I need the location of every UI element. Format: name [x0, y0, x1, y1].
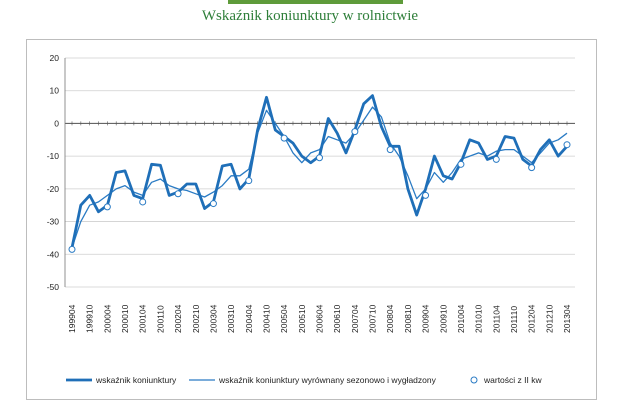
x-tick-label: 200804 — [385, 304, 395, 333]
y-tick-label: -40 — [47, 249, 60, 259]
x-tick-label: 200410 — [261, 304, 271, 333]
legend-label-main: wskaźnik koniunktury — [95, 375, 177, 385]
chart-title: Wskaźnik koniunktury w rolnictwie — [201, 8, 419, 24]
x-tick-label: 201204 — [527, 304, 537, 333]
legend-label-markers: wartości z II kw — [483, 375, 542, 385]
x-tick-label: 200710 — [368, 304, 378, 333]
y-tick-label: 0 — [54, 118, 59, 128]
x-tick-label: 200110 — [155, 305, 165, 333]
y-tick-label: 20 — [50, 53, 60, 63]
series-line-smoothed — [71, 106, 568, 248]
data-point-marker — [351, 128, 359, 136]
legend-swatch-markers — [470, 376, 478, 384]
data-point-marker — [386, 146, 394, 154]
x-tick-label: 200510 — [297, 304, 307, 333]
x-tick-label: 200604 — [315, 304, 325, 333]
legend-label-smoothed: wskaźnik koniunktury wyrównany sezonowo … — [218, 375, 437, 385]
x-tick-label: 201110 — [509, 306, 519, 333]
x-tick-label: 200704 — [350, 304, 360, 333]
data-point-marker — [209, 200, 217, 208]
x-tick-label: 200004 — [102, 304, 112, 333]
data-point-marker — [245, 177, 253, 185]
x-tick-label: 200910 — [438, 304, 448, 333]
x-tick-label: 201210 — [544, 304, 554, 333]
y-tick-label: -20 — [47, 184, 60, 194]
x-tick-label: 200310 — [226, 304, 236, 333]
top-band — [0, 0, 620, 6]
data-point-marker — [528, 164, 536, 172]
x-tick-label: 201304 — [562, 304, 572, 333]
x-tick-label: 200210 — [191, 304, 201, 333]
data-point-marker — [174, 190, 182, 198]
x-tick-label: 200104 — [138, 304, 148, 333]
series-line-main — [70, 94, 569, 248]
data-point-marker — [68, 245, 76, 253]
data-point-marker — [492, 155, 500, 163]
top-accent-bar — [228, 0, 403, 4]
data-point-marker — [316, 154, 323, 162]
x-tick-label: 200610 — [332, 304, 342, 333]
x-tick-label: 199904 — [67, 304, 77, 333]
data-point-marker — [280, 134, 288, 142]
y-tick-label: -10 — [47, 151, 60, 161]
x-tick-label: 199910 — [85, 304, 95, 333]
x-tick-label: 200504 — [279, 304, 289, 333]
x-tick-label: 201004 — [456, 304, 466, 333]
y-tick-label: 10 — [50, 86, 60, 96]
x-tick-label: 201104 — [491, 305, 501, 333]
y-tick-label: -30 — [47, 217, 60, 227]
x-tick-label: 200404 — [244, 304, 254, 333]
x-tick-label: 200204 — [173, 304, 183, 333]
x-tick-label: 200304 — [208, 304, 218, 333]
data-point-marker — [422, 191, 430, 199]
x-tick-label: 200810 — [403, 304, 413, 333]
y-tick-label: -50 — [47, 282, 60, 292]
x-tick-label: 200904 — [421, 304, 431, 333]
data-point-marker — [457, 160, 465, 168]
x-tick-label: 200010 — [120, 304, 130, 333]
data-point-marker — [103, 203, 111, 211]
x-tick-label: 201010 — [474, 304, 484, 333]
data-point-marker — [139, 198, 147, 206]
chart-frame — [26, 39, 597, 400]
data-point-marker — [563, 141, 571, 149]
